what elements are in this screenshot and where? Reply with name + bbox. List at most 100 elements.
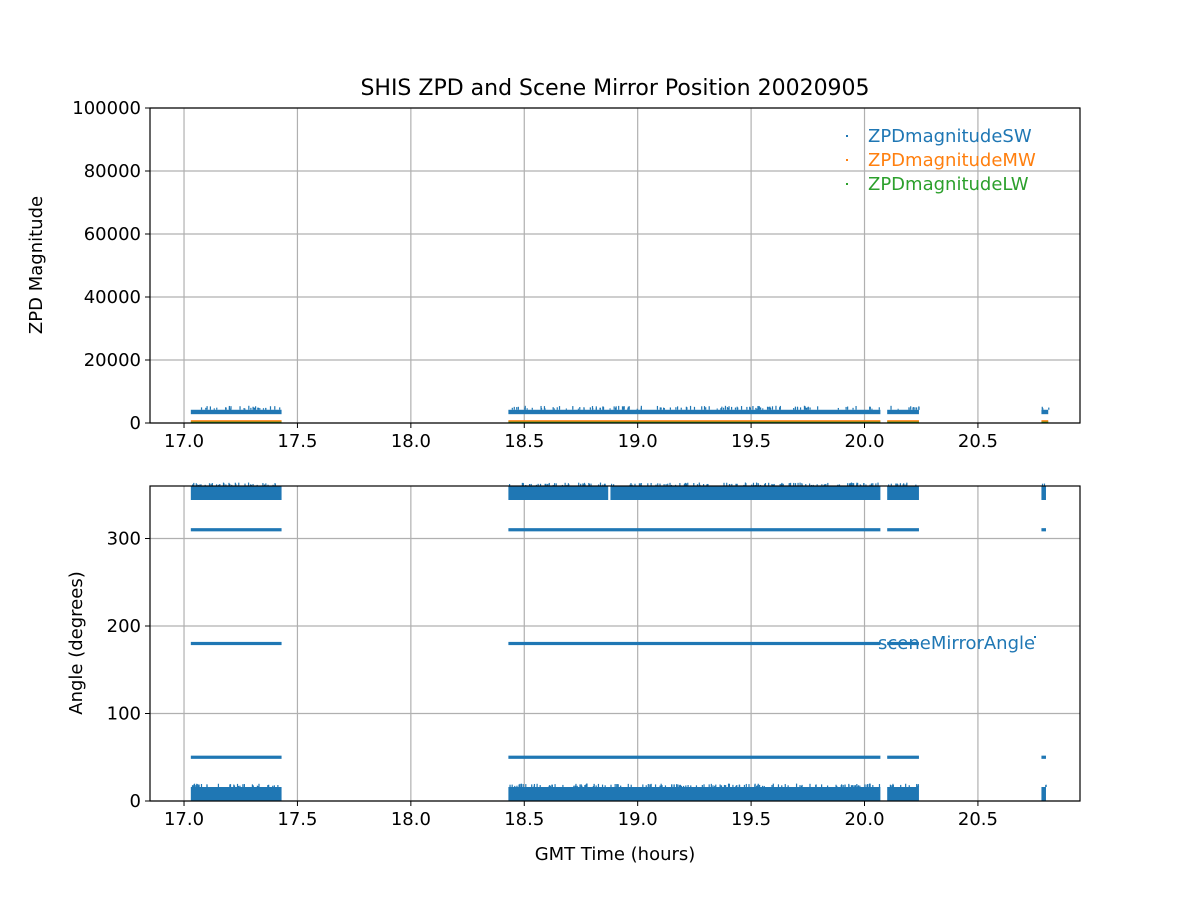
angle-point <box>878 784 881 787</box>
angle-point <box>768 482 770 486</box>
zpd-point-SW <box>766 406 769 410</box>
zpd-point-SW <box>723 407 725 410</box>
angle-point <box>521 482 523 486</box>
angle-point-band <box>610 486 881 500</box>
angle-point <box>210 483 212 486</box>
legend-label-sceneMirrorAngle: sceneMirrorAngle <box>878 633 1035 654</box>
angle-ytick-label: 300 <box>107 529 141 550</box>
zpd-point-SW <box>209 406 211 410</box>
zpd-point-band-ZPDmagnitudeSW <box>1041 409 1049 415</box>
zpd-point-SW <box>869 406 871 410</box>
angle-point <box>735 785 737 787</box>
zpd-point-SW <box>656 405 659 410</box>
angle-point <box>782 483 784 486</box>
angle-ytick-label: 200 <box>107 616 141 637</box>
angle-point <box>719 784 721 787</box>
zpd-point-SW <box>662 407 665 410</box>
angle-point <box>654 784 657 787</box>
angle-point <box>634 483 636 486</box>
angle-point <box>546 484 548 486</box>
angle-point <box>575 783 577 787</box>
angle-point <box>706 484 708 486</box>
zpd-point-SW <box>257 407 260 410</box>
zpd-point-SW <box>869 406 871 410</box>
angle-point <box>797 482 799 486</box>
angle-point-band <box>190 486 282 500</box>
angle-point <box>842 784 844 787</box>
zpd-point-SW <box>257 407 259 410</box>
angle-point <box>679 483 681 486</box>
zpd-point-SW <box>769 406 771 410</box>
angle-point <box>848 784 850 787</box>
angle-point <box>863 483 865 486</box>
zpd-data-points <box>190 405 1050 423</box>
zpd-point-SW <box>705 407 707 410</box>
zpd-ytick-label: 60000 <box>84 224 141 245</box>
zpd-point-band-ZPDmagnitudeSW <box>887 409 919 415</box>
zpd-point-SW <box>796 407 799 410</box>
zpd-point-SW <box>755 407 757 410</box>
angle-point <box>265 483 267 486</box>
zpd-point-SW <box>908 407 910 410</box>
angle-point <box>849 483 852 486</box>
angle-legend: sceneMirrorAngle <box>878 633 1036 654</box>
zpd-point-SW <box>749 407 751 410</box>
zpd-point-band-ZPDmagnitudeLW <box>508 421 881 423</box>
zpd-point-SW <box>636 408 638 410</box>
zpd-point-SW <box>627 406 629 410</box>
angle-point <box>678 785 681 787</box>
zpd-point-SW <box>708 406 710 410</box>
zpd-point-SW <box>265 407 267 410</box>
angle-point <box>726 482 728 486</box>
zpd-point-SW <box>794 408 796 410</box>
angle-point <box>723 482 725 486</box>
angle-point <box>736 483 738 486</box>
zpd-point-SW <box>1041 406 1043 410</box>
angle-point <box>866 784 868 787</box>
zpd-point-SW <box>689 405 692 410</box>
angle-point <box>690 785 692 787</box>
zpd-point-SW <box>878 407 880 410</box>
zpd-point-SW <box>721 406 723 410</box>
angle-point <box>580 483 582 486</box>
angle-point <box>193 783 196 787</box>
angle-point <box>905 783 907 787</box>
zpd-point-SW <box>595 408 597 410</box>
angle-point <box>511 784 513 787</box>
angle-point <box>712 785 714 787</box>
angle-point <box>225 484 227 486</box>
zpd-point-SW <box>809 407 811 410</box>
angle-point <box>639 483 641 486</box>
angle-point <box>528 484 531 486</box>
angle-point-band <box>508 755 881 759</box>
angle-point <box>537 483 539 486</box>
angle-point <box>274 483 276 486</box>
zpd-xtick-label: 19.0 <box>618 431 658 452</box>
zpd-point-SW <box>759 407 762 410</box>
angle-point <box>273 785 275 787</box>
angle-point <box>835 784 837 787</box>
angle-point <box>687 785 689 787</box>
zpd-point-SW <box>912 407 914 410</box>
angle-point <box>669 482 671 486</box>
angle-point <box>519 783 521 787</box>
zpd-point-SW <box>229 408 232 410</box>
zpd-point-SW <box>726 407 729 410</box>
angle-point <box>916 783 918 787</box>
angle-point <box>821 484 823 486</box>
angle-point <box>208 483 211 486</box>
zpd-point-SW <box>553 408 555 410</box>
scene-mirror-axes: 17.0 17.5 18.0 18.5 19.0 19.5 20.0 20.5 0 100 200 3… <box>66 482 1081 830</box>
angle-point <box>582 483 584 486</box>
zpd-ytick-label: 80000 <box>84 161 141 182</box>
zpd-point-SW <box>558 406 561 410</box>
angle-point <box>533 785 535 787</box>
zpd-point-SW <box>794 406 797 410</box>
angle-point <box>582 484 584 486</box>
zpd-point-SW <box>752 406 754 410</box>
angle-point <box>854 785 857 787</box>
angle-point <box>647 483 649 486</box>
angle-point <box>728 783 730 787</box>
angle-point <box>720 785 723 787</box>
angle-xtick-label: 19.5 <box>731 809 771 830</box>
